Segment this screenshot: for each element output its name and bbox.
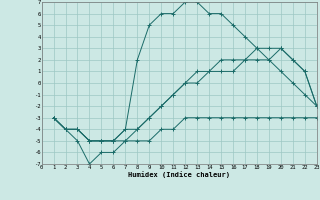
X-axis label: Humidex (Indice chaleur): Humidex (Indice chaleur) [128,171,230,178]
